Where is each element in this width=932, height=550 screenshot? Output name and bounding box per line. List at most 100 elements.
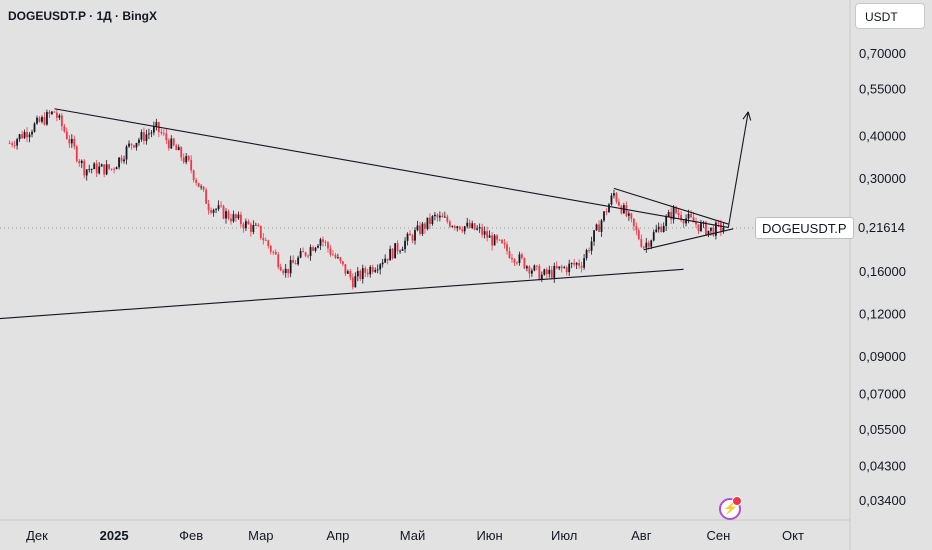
candle	[608, 203, 610, 213]
candle	[68, 135, 71, 148]
candle	[215, 207, 217, 214]
candle	[299, 248, 302, 259]
candle	[351, 273, 354, 290]
candle	[530, 268, 533, 278]
candle	[98, 162, 101, 175]
candle	[247, 219, 250, 225]
candle	[172, 137, 175, 147]
candle	[416, 220, 419, 232]
time-axis[interactable]: Дек 2025 Фев Мар Апр Май Июн Июл Авг Сен Окт	[26, 528, 804, 543]
candle	[160, 128, 163, 136]
candle	[414, 227, 416, 245]
candle	[399, 249, 401, 254]
candle	[371, 264, 374, 274]
candle	[207, 200, 210, 215]
candle	[155, 118, 158, 131]
candle	[232, 210, 235, 223]
candle	[307, 254, 309, 259]
price-tick-label: 0,16000	[859, 264, 906, 279]
currency-button[interactable]: USDT	[855, 3, 925, 29]
candle	[304, 251, 307, 258]
candle	[187, 155, 190, 162]
symbol-title[interactable]: DOGEUSDT.P · 1Д · BingX	[8, 9, 158, 23]
candle	[548, 265, 551, 278]
candle	[613, 189, 615, 199]
candle	[535, 265, 538, 271]
candle	[21, 130, 23, 139]
candle	[78, 158, 81, 167]
price-tick-label: 0,04300	[859, 458, 906, 473]
candle	[277, 251, 280, 270]
candle	[411, 233, 414, 244]
candle	[8, 140, 11, 145]
time-tick-label: Фев	[179, 528, 203, 543]
candle	[461, 226, 464, 233]
candle	[138, 137, 140, 146]
candle	[182, 153, 185, 164]
candle	[58, 113, 61, 121]
candle	[660, 223, 663, 233]
candle	[322, 236, 324, 247]
candle	[53, 111, 56, 113]
last-price-symbol-label: DOGEUSDT.P	[755, 217, 854, 239]
triangle-lower[interactable]	[643, 228, 734, 251]
candle	[655, 224, 658, 233]
candle	[11, 141, 14, 148]
candle	[130, 143, 133, 150]
candle	[314, 246, 317, 253]
candle	[259, 225, 262, 240]
candle	[677, 208, 680, 219]
candle	[324, 240, 327, 247]
candle	[498, 239, 501, 241]
candle	[376, 264, 379, 274]
candle	[488, 230, 491, 238]
candle	[135, 142, 138, 151]
candle	[389, 245, 392, 261]
candle	[404, 237, 406, 253]
candle	[690, 210, 692, 219]
candle	[38, 116, 41, 123]
candle	[476, 225, 479, 231]
candle	[568, 259, 571, 276]
candle	[719, 219, 722, 237]
candle	[337, 253, 339, 259]
time-tick-label: Сен	[706, 528, 730, 543]
candle	[543, 268, 546, 276]
descending-trendline[interactable]	[54, 108, 729, 228]
candle	[302, 247, 304, 253]
candle	[560, 264, 563, 273]
candle	[526, 265, 528, 272]
candle	[563, 265, 566, 269]
candle	[369, 265, 372, 278]
candle	[267, 239, 270, 249]
time-tick-label: Дек	[26, 528, 48, 543]
candle	[466, 217, 469, 229]
candle	[244, 218, 247, 232]
candle	[339, 256, 342, 264]
projection-arrow[interactable]	[727, 111, 749, 228]
candle	[394, 243, 397, 259]
drawings-group[interactable]	[0, 108, 752, 323]
price-tick-label: 0,09000	[859, 349, 906, 364]
candle	[478, 223, 481, 233]
time-tick-label: Мар	[248, 528, 273, 543]
candle	[73, 135, 76, 150]
triangle-upper[interactable]	[613, 187, 729, 225]
candle	[297, 255, 300, 266]
candle	[468, 219, 471, 229]
candle	[148, 128, 150, 140]
candle	[379, 263, 382, 275]
candle	[344, 264, 347, 277]
candle	[269, 244, 272, 255]
candle	[682, 218, 685, 228]
candle	[446, 214, 449, 224]
candle	[523, 257, 526, 270]
ascending-trendline[interactable]	[0, 268, 684, 322]
price-axis[interactable]: 0,70000 0,55000 0,40000 0,30000 0,16000 0,120…	[859, 46, 906, 508]
candle	[262, 233, 265, 245]
candle	[575, 262, 578, 270]
candle	[113, 167, 115, 174]
candle	[518, 251, 521, 266]
